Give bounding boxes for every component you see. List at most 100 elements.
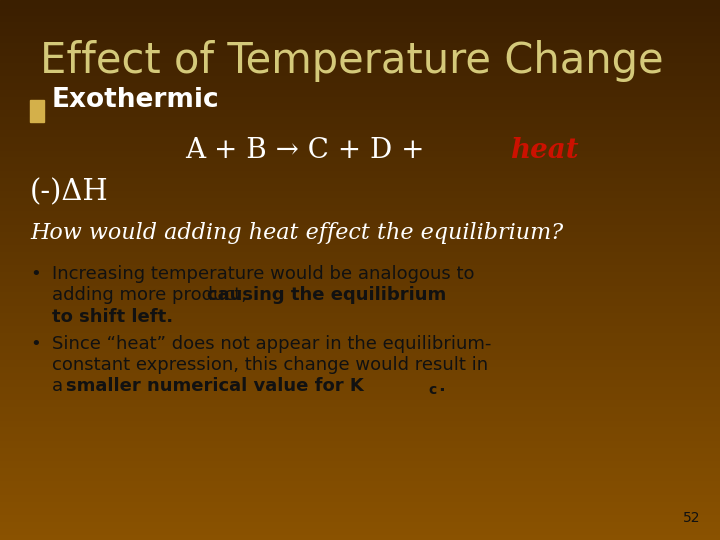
Bar	[0, 222, 720, 230]
Text: Effect of Temperature Change: Effect of Temperature Change	[40, 40, 664, 82]
Bar	[0, 6, 720, 14]
Bar	[0, 411, 720, 418]
Bar	[0, 102, 720, 108]
Bar	[0, 249, 720, 256]
Bar	[0, 534, 720, 540]
Bar	[0, 135, 720, 141]
Bar	[0, 230, 720, 237]
Bar	[0, 183, 720, 189]
Text: •: •	[30, 265, 41, 283]
Bar	[30, 100, 44, 122]
Bar	[0, 438, 720, 445]
Bar	[0, 148, 720, 156]
Text: to shift left.: to shift left.	[52, 308, 173, 326]
Bar	[0, 156, 720, 162]
Bar	[0, 60, 720, 68]
Text: heat: heat	[510, 137, 579, 164]
Bar	[0, 303, 720, 310]
Text: Since “heat” does not appear in the equilibrium-: Since “heat” does not appear in the equi…	[52, 335, 491, 353]
Bar	[0, 68, 720, 74]
Bar	[0, 237, 720, 243]
Text: Increasing temperature would be analogous to: Increasing temperature would be analogou…	[52, 265, 474, 283]
Text: •: •	[30, 335, 41, 353]
Bar	[0, 176, 720, 183]
Bar	[0, 202, 720, 209]
Bar	[0, 162, 720, 168]
Bar	[0, 14, 720, 20]
Bar	[0, 338, 720, 345]
Bar	[0, 310, 720, 317]
Bar	[0, 492, 720, 500]
Bar	[0, 351, 720, 357]
Bar	[0, 432, 720, 438]
Bar	[0, 384, 720, 391]
Bar	[0, 405, 720, 411]
Text: c: c	[428, 383, 436, 397]
Bar	[0, 459, 720, 465]
Bar	[0, 330, 720, 338]
Text: a: a	[52, 377, 69, 395]
Bar	[0, 372, 720, 378]
Bar	[0, 216, 720, 222]
Bar	[0, 74, 720, 81]
Bar	[0, 276, 720, 284]
Bar	[0, 27, 720, 33]
Bar	[0, 284, 720, 291]
Bar	[0, 526, 720, 534]
Bar	[0, 33, 720, 40]
Text: causing the equilibrium: causing the equilibrium	[207, 286, 446, 304]
Text: smaller numerical value for K: smaller numerical value for K	[66, 377, 364, 395]
Text: Exothermic: Exothermic	[52, 87, 220, 113]
Bar	[0, 81, 720, 87]
Bar	[0, 364, 720, 372]
Bar	[0, 486, 720, 492]
Bar	[0, 256, 720, 263]
Bar	[0, 115, 720, 122]
Bar	[0, 500, 720, 507]
Bar	[0, 270, 720, 276]
Bar	[0, 480, 720, 486]
Bar	[0, 40, 720, 47]
Bar	[0, 507, 720, 513]
Bar	[0, 87, 720, 94]
Bar	[0, 291, 720, 297]
Bar	[0, 0, 720, 6]
Bar	[0, 108, 720, 115]
Bar	[0, 426, 720, 432]
Text: constant expression, this change would result in: constant expression, this change would r…	[52, 356, 488, 374]
Bar	[0, 453, 720, 459]
Bar	[0, 465, 720, 472]
Text: adding more product,: adding more product,	[52, 286, 253, 304]
Bar	[0, 446, 720, 453]
Bar	[0, 513, 720, 519]
Bar	[0, 378, 720, 384]
Text: A + B → C + D +: A + B → C + D +	[185, 137, 433, 164]
Bar	[0, 418, 720, 426]
Bar	[0, 263, 720, 270]
Bar	[0, 392, 720, 399]
Bar	[0, 189, 720, 195]
Text: .: .	[438, 377, 445, 395]
Bar	[0, 195, 720, 202]
Bar	[0, 54, 720, 60]
Bar	[0, 168, 720, 176]
Bar	[0, 47, 720, 54]
Text: (-)ΔH: (-)ΔH	[30, 178, 109, 206]
Bar	[0, 128, 720, 135]
Bar	[0, 324, 720, 330]
Bar	[0, 317, 720, 324]
Bar	[0, 357, 720, 364]
Bar	[0, 209, 720, 216]
Bar	[0, 399, 720, 405]
Bar	[0, 345, 720, 351]
Text: 52: 52	[683, 511, 700, 525]
Text: How would adding heat effect the equilibrium?: How would adding heat effect the equilib…	[30, 222, 563, 244]
Bar	[0, 20, 720, 27]
Bar	[0, 141, 720, 149]
Bar	[0, 94, 720, 102]
Bar	[0, 519, 720, 526]
Bar	[0, 297, 720, 303]
Bar	[0, 122, 720, 128]
Bar	[0, 472, 720, 480]
Bar	[0, 243, 720, 249]
